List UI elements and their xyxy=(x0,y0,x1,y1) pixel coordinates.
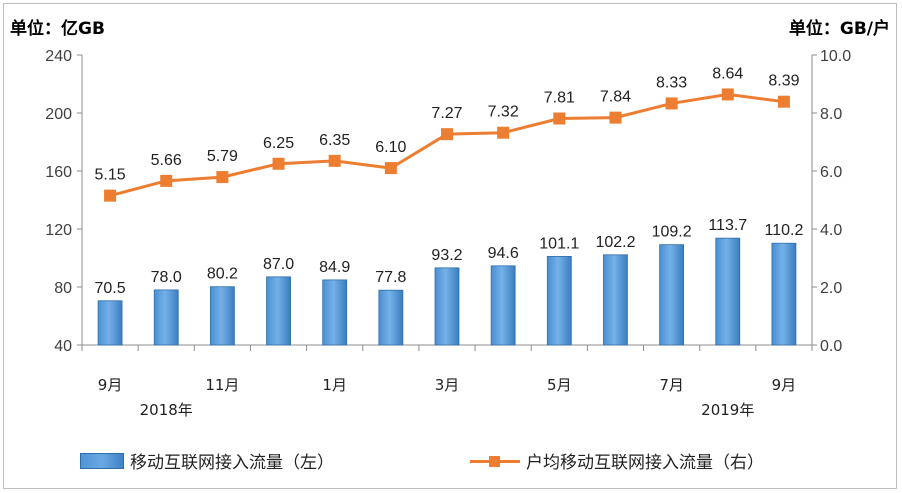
line-data-label: 6.35 xyxy=(319,132,350,149)
line-data-label: 7.81 xyxy=(544,90,575,107)
line-marker xyxy=(441,128,453,141)
bar-data-label: 84.9 xyxy=(319,259,350,276)
line-data-label: 7.32 xyxy=(488,104,519,121)
year-label: 2019年 xyxy=(701,401,754,419)
x-tick-label: 7月 xyxy=(659,376,684,394)
bar-data-label: 113.7 xyxy=(708,217,747,234)
line-marker xyxy=(328,154,341,167)
bar xyxy=(434,267,460,346)
line-data-label: 7.27 xyxy=(431,105,462,122)
bar-data-label: 87.0 xyxy=(263,256,294,273)
bar xyxy=(266,276,291,346)
legend-item-line: 户均移动互联网接入流量（右） xyxy=(470,448,764,473)
bar-data-label: 78.0 xyxy=(151,269,182,286)
data-labels: 70.5 78.0 80.2 87.0 84.9 77.8 93.2 94.6 101.1 102… xyxy=(95,65,804,296)
y-right-tick-label: 0.0 xyxy=(820,338,842,355)
y-left-tick-label: 160 xyxy=(45,164,72,181)
x-tick-label: 11月 xyxy=(205,376,239,394)
bar-data-label: 93.2 xyxy=(431,247,462,264)
x-tick-label: 3月 xyxy=(435,376,460,394)
x-tick-label: 9月 xyxy=(98,376,123,394)
line-data-label: 8.64 xyxy=(712,65,743,82)
bar xyxy=(322,279,348,346)
y-right-tick-label: 10.0 xyxy=(820,48,851,65)
y-left-tick-label: 80 xyxy=(54,280,72,297)
right-axis-unit: 单位：GB/户 xyxy=(788,19,890,39)
bar-data-label: 102.2 xyxy=(595,234,635,251)
line-marker xyxy=(272,157,285,170)
bar-data-label: 110.2 xyxy=(764,222,803,239)
y-left-tick-label: 40 xyxy=(54,338,72,355)
legend-bar-label: 移动互联网接入流量（左） xyxy=(130,453,334,473)
line-data-label: 5.66 xyxy=(151,152,182,169)
bar-series xyxy=(97,237,797,346)
line-data-label: 8.39 xyxy=(768,73,799,90)
bar-data-label: 101.1 xyxy=(539,235,579,252)
bar-data-label: 77.8 xyxy=(375,269,406,286)
bar-data-label: 80.2 xyxy=(207,266,238,283)
axes: 40 80 120 160 200 240 0.0 2.0 4.0 6.0 8.0 10.0 9月 11月… xyxy=(45,48,851,419)
bar xyxy=(97,300,123,346)
line-marker xyxy=(497,126,510,139)
bar xyxy=(209,286,235,346)
y-left-tick-label: 240 xyxy=(45,48,72,65)
line-marker xyxy=(553,112,566,125)
line-data-label: 6.25 xyxy=(263,135,294,152)
bar xyxy=(603,254,628,346)
line-data-label: 6.10 xyxy=(375,139,406,156)
bar xyxy=(771,242,797,346)
y-right-tick-label: 6.0 xyxy=(820,164,842,181)
bar xyxy=(659,244,685,346)
bar-data-label: 94.6 xyxy=(488,245,519,262)
y-left-tick-label: 120 xyxy=(45,222,72,239)
x-tick-label: 9月 xyxy=(772,376,797,394)
y-right-tick-label: 2.0 xyxy=(820,280,842,297)
line-data-label: 5.15 xyxy=(95,167,126,184)
x-tick-label: 5月 xyxy=(547,376,572,394)
line-data-label: 5.79 xyxy=(207,148,238,165)
legend-item-bar: 移动互联网接入流量（左） xyxy=(80,448,334,473)
year-label: 2018年 xyxy=(140,401,193,419)
line-marker xyxy=(665,97,678,110)
line-marker xyxy=(216,171,229,184)
line-marker xyxy=(160,174,173,187)
bar xyxy=(715,237,741,346)
y-left-tick-label: 200 xyxy=(45,106,72,123)
line-series xyxy=(104,88,790,202)
line-marker xyxy=(384,162,397,175)
left-axis-unit: 单位：亿GB xyxy=(10,19,105,39)
legend-bar-swatch xyxy=(80,452,124,469)
bar xyxy=(546,256,572,346)
chart-frame xyxy=(3,3,897,489)
legend-line-label: 户均移动互联网接入流量（右） xyxy=(526,453,764,473)
bar xyxy=(378,289,404,346)
line-marker xyxy=(609,111,622,124)
line-marker xyxy=(104,189,117,202)
line-marker xyxy=(777,95,790,108)
bar-data-label: 109.2 xyxy=(652,224,692,241)
legend: 移动互联网接入流量（左） 户均移动互联网接入流量（右） xyxy=(0,448,902,478)
line-data-label: 8.33 xyxy=(656,74,687,91)
bar xyxy=(153,289,179,346)
x-tick-label: 1月 xyxy=(322,376,347,394)
y-right-tick-label: 4.0 xyxy=(820,222,842,239)
line-data-label: 7.84 xyxy=(600,89,631,106)
line-marker xyxy=(721,88,734,101)
bar xyxy=(490,265,516,346)
bar-data-label: 70.5 xyxy=(95,280,126,297)
legend-line-swatch xyxy=(470,454,520,468)
y-right-tick-label: 8.0 xyxy=(820,106,842,123)
chart-plot: 40 80 120 160 200 240 0.0 2.0 4.0 6.0 8.0 10.0 9月 11月… xyxy=(45,48,851,419)
